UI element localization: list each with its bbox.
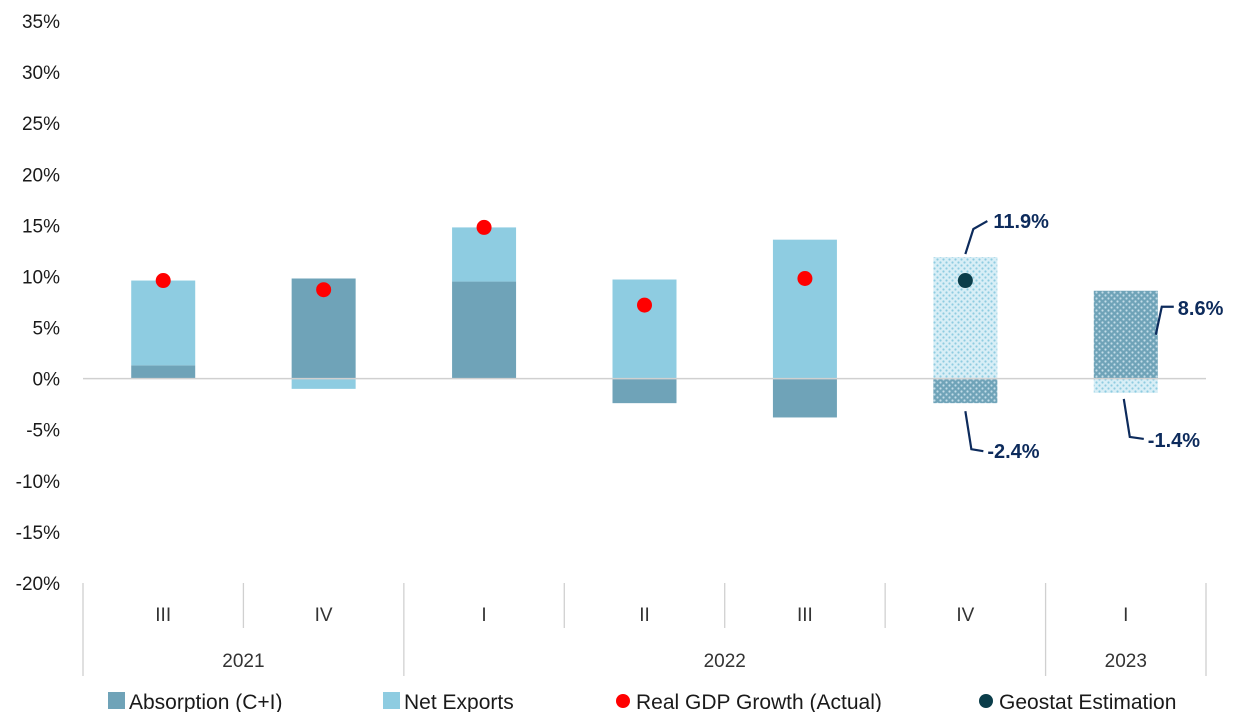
legend-marker-geostat-estimation [979,694,993,708]
y-tick-label: 20% [22,165,60,186]
annotation-leader-line [1154,305,1174,335]
bar-absorption [1093,290,1158,379]
x-category-label: III [797,605,813,626]
annotation-label: -1.4% [1148,430,1200,452]
bar-net-exports [452,227,517,282]
bar-absorption [612,378,677,404]
point-real-gdp-growth-actual [797,270,813,286]
bar-absorption [452,281,517,379]
points [155,219,973,313]
x-year-label: 2022 [704,651,746,672]
x-category-label: IV [315,605,333,626]
bar-net-exports [1093,378,1158,393]
point-geostat-estimation [957,273,973,289]
annotation-label: 8.6% [1178,298,1224,320]
x-category-label: III [155,605,171,626]
legend-label-net-exports: Net Exports [404,691,514,712]
y-tick-label: 15% [22,216,60,237]
legend-swatch-net-exports [383,692,400,709]
legend-swatch-absorption-c-i [108,692,125,709]
bar-absorption [772,378,837,418]
point-real-gdp-growth-actual [155,273,171,289]
y-axis-ticks: 35% 30% 25% 20% 15% 10% 5% 0% -5% -10% -15% -20% [16,12,60,595]
point-real-gdp-growth-actual [316,282,332,298]
bar-absorption [933,378,998,404]
y-tick-label: 10% [22,267,60,288]
y-tick-label: 5% [33,319,61,340]
x-category-label: II [639,605,650,626]
y-tick-label: -20% [16,574,60,595]
annotation-leader-line [1122,398,1144,441]
x-category-label: I [481,605,486,626]
point-real-gdp-growth-actual [476,219,492,235]
legend-label-geostat-estimation: Geostat Estimation [999,691,1176,712]
x-category-label: I [1123,605,1128,626]
annotation-leader-line [964,410,984,453]
point-real-gdp-growth-actual [637,297,652,313]
bar-absorption [131,365,196,379]
y-tick-label: -15% [16,523,60,544]
bar-net-exports [612,279,677,379]
axes [82,377,1207,676]
x-year-label: 2021 [222,651,264,672]
annotations: 11.9% -2.4% 8.6% -1.4% [964,211,1224,463]
legend-label-absorption-c-i: Absorption (C+I) [129,691,282,712]
x-year-label: 2023 [1105,651,1147,672]
bar-net-exports [291,378,356,389]
y-tick-label: 0% [33,370,61,391]
annotation-label: -2.4% [987,441,1039,463]
bar-net-exports [772,239,837,379]
y-tick-label: 25% [22,114,60,135]
y-tick-label: -5% [26,421,60,442]
legend: Absorption (C+I) Net Exports Real GDP Grow… [108,691,1176,712]
y-tick-label: 35% [22,12,60,33]
bar-net-exports [131,280,196,366]
legend-label-real-gdp-growth-actual: Real GDP Growth (Actual) [636,691,882,712]
y-tick-label: -10% [16,472,60,493]
bars [131,227,1158,418]
annotation-label: 11.9% [993,211,1049,233]
annotation-leader-line [964,220,988,255]
x-category-label: IV [956,605,974,626]
legend-marker-real-gdp-growth-actual [616,694,630,708]
y-tick-label: 30% [22,63,60,84]
